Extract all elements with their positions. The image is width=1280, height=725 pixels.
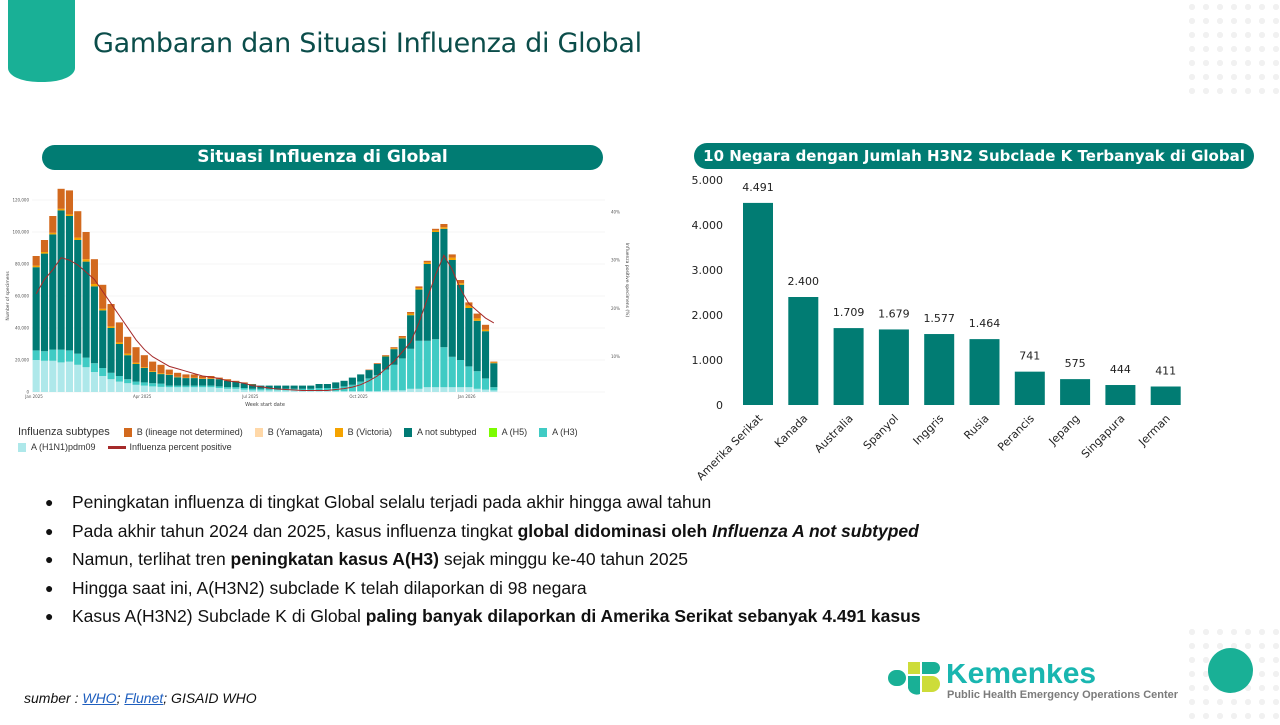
bullet-item: Pada akhir tahun 2024 dan 2025, kasus in… — [45, 517, 1023, 546]
y-tick-label: 2.000 — [692, 309, 724, 322]
bullet-text: global didominasi oleh — [518, 521, 712, 541]
legend-item: A (H3) — [539, 427, 578, 437]
x-tick-label: Jepang — [1046, 412, 1083, 449]
y-tick-label: 1.000 — [692, 354, 724, 367]
legend-item: B (Victoria) — [335, 427, 392, 437]
bar-jepang — [1060, 379, 1090, 405]
data-label: 1.709 — [833, 306, 865, 319]
legend-label: A (H1N1)pdm09 — [31, 442, 96, 452]
bullet-text: Kasus A(H3N2) Subclade K di Global — [72, 606, 366, 626]
bar-rusia — [970, 339, 1000, 405]
data-label: 741 — [1019, 350, 1040, 363]
legend-title: Influenza subtypes — [18, 426, 110, 438]
bullet-text: Influenza A not subtyped — [712, 521, 919, 541]
bar-australia — [834, 328, 864, 405]
bar-spanyol — [879, 329, 909, 405]
legend-label: A not subtyped — [417, 427, 477, 437]
bullet-item: Namun, terlihat tren peningkatan kasus A… — [45, 545, 1023, 574]
legend-swatch — [18, 443, 26, 452]
x-tick-label: Kanada — [772, 412, 810, 450]
bullet-item: Kasus A(H3N2) Subclade K di Global palin… — [45, 602, 1023, 631]
legend-item: Influenza percent positive — [108, 442, 232, 452]
data-label: 1.577 — [923, 312, 955, 325]
data-label: 1.464 — [969, 317, 1001, 330]
source-link-who[interactable]: WHO — [82, 690, 116, 706]
legend-swatch — [255, 428, 263, 437]
bar-kanada — [788, 297, 818, 405]
legend-swatch — [124, 428, 132, 437]
legend-label: B (Victoria) — [348, 427, 392, 437]
y-tick-label: 5.000 — [692, 174, 724, 187]
x-tick-label: Perancis — [995, 412, 1037, 454]
bullet-item: Peningkatan influenza di tingkat Global … — [45, 488, 1023, 517]
x-tick-label: Rusia — [961, 412, 991, 442]
legend-item: A (H5) — [489, 427, 528, 437]
legend-item: B (Yamagata) — [255, 427, 323, 437]
bar-perancis — [1015, 372, 1045, 405]
chart-legend: Influenza subtypes B (lineage not determ… — [18, 426, 613, 452]
legend-label: Influenza percent positive — [130, 442, 232, 452]
data-label: 2.400 — [788, 275, 820, 288]
bullet-text: Namun, terlihat tren — [72, 549, 231, 569]
logo-subtitle: Public Health Emergency Operations Cente… — [947, 689, 1178, 701]
y-tick-label: 0 — [716, 399, 723, 412]
legend-swatch — [108, 446, 126, 449]
source-link-flunet[interactable]: Flunet — [124, 690, 163, 706]
x-tick-label: Spanyol — [861, 412, 901, 452]
bar-inggris — [924, 334, 954, 405]
legend-swatch — [489, 428, 497, 437]
bar-jerman — [1151, 387, 1181, 405]
legend-swatch — [404, 428, 412, 437]
bullet-list: Peningkatan influenza di tingkat Global … — [45, 488, 1023, 631]
logo-name: Kemenkes — [946, 664, 1096, 684]
legend-item: A not subtyped — [404, 427, 477, 437]
legend-label: A (H3) — [552, 427, 578, 437]
bar-amerika-serikat — [743, 203, 773, 405]
y-tick-label: 3.000 — [692, 264, 724, 277]
x-tick-label: Australia — [812, 412, 856, 456]
legend-label: B (Yamagata) — [268, 427, 323, 437]
bullet-text: Hingga saat ini, A(H3N2) subclade K tela… — [72, 578, 587, 598]
legend-item: A (H1N1)pdm09 — [18, 442, 96, 452]
bar-singapura — [1105, 385, 1135, 405]
legend-label: A (H5) — [502, 427, 528, 437]
decorative-circle — [1208, 648, 1253, 693]
bullet-text: peningkatan kasus A(H3) — [231, 549, 439, 569]
bullet-text: Pada akhir tahun 2024 dan 2025, kasus in… — [72, 521, 518, 541]
legend-swatch — [539, 428, 547, 437]
x-tick-label: Amerika Serikat — [694, 411, 766, 483]
x-tick-label: Jerman — [1135, 412, 1172, 449]
x-tick-label: Inggris — [911, 412, 947, 448]
x-tick-label: Singapura — [1079, 412, 1128, 461]
legend-swatch — [335, 428, 343, 437]
data-label: 411 — [1155, 365, 1176, 378]
bullet-text: sejak minggu ke-40 tahun 2025 — [439, 549, 688, 569]
bullet-text: Peningkatan influenza di tingkat Global … — [72, 492, 711, 512]
source-line: sumber : WHO; Flunet; GISAID WHO — [24, 690, 257, 706]
data-label: 575 — [1065, 357, 1086, 370]
bullet-text: paling banyak dilaporkan di Amerika Seri… — [366, 606, 921, 626]
legend-item: B (lineage not determined) — [124, 427, 243, 437]
data-label: 1.679 — [878, 307, 910, 320]
bullet-item: Hingga saat ini, A(H3N2) subclade K tela… — [45, 574, 1023, 603]
data-label: 444 — [1110, 363, 1131, 376]
legend-label: B (lineage not determined) — [137, 427, 243, 437]
y-tick-label: 4.000 — [692, 219, 724, 232]
data-label: 4.491 — [742, 181, 774, 194]
